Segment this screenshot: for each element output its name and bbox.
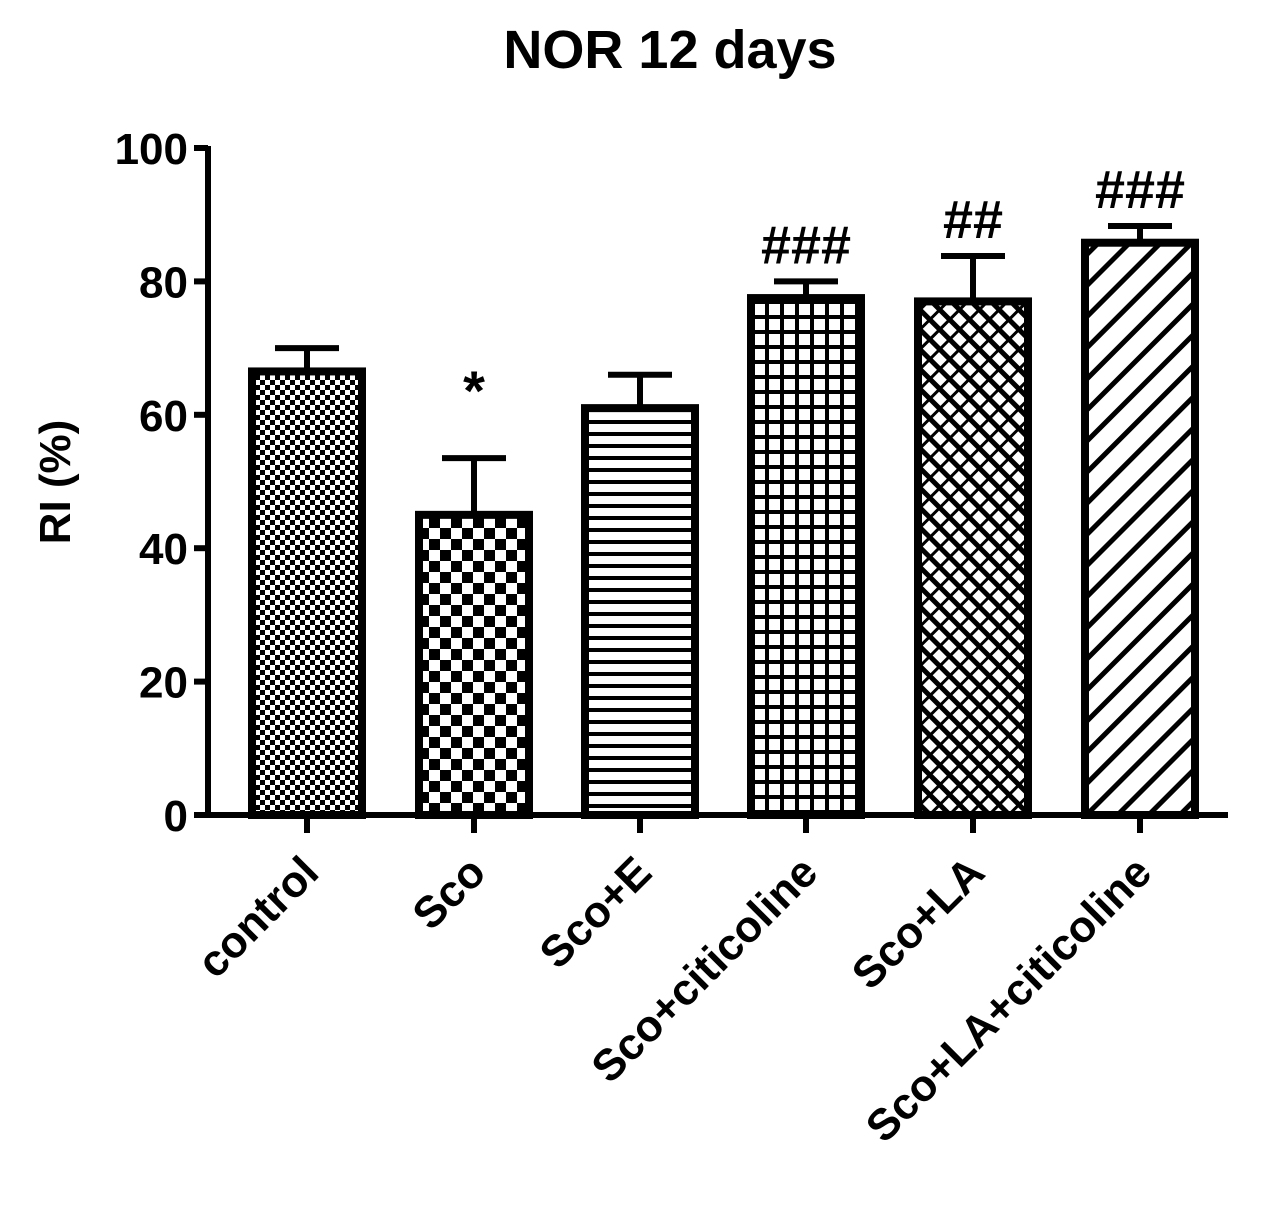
bar [415,510,533,819]
y-tick-label: 40 [139,525,188,574]
bar [248,367,366,819]
x-tick-label: Sco+LA+citicoline [857,847,1161,1151]
y-tick-label: 100 [115,125,188,174]
x-tick-label: Sco [403,847,495,939]
y-axis-label: RI (%) [31,420,80,545]
bar [914,297,1032,820]
y-tick-label: 20 [139,659,188,708]
bar [581,404,699,819]
bar [747,294,865,819]
x-tick-label: control [188,847,328,987]
y-tick-label: 60 [139,392,188,441]
significance-label: ### [761,215,851,275]
x-tick-label: Sco+LA [843,847,994,998]
y-tick-label: 0 [164,792,188,841]
significance-label: * [463,359,485,422]
significance-label: ### [1095,160,1185,220]
x-tick-label: Sco+E [530,847,661,978]
y-tick-label: 80 [139,258,188,307]
bar [1081,238,1199,820]
significance-label: ## [943,190,1003,250]
chart-title: NOR 12 days [503,20,836,80]
bars [248,223,1199,820]
